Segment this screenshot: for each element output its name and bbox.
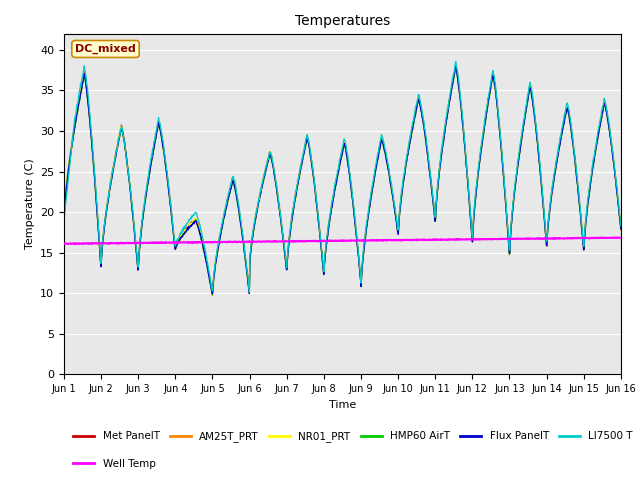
Legend: Well Temp: Well Temp xyxy=(69,455,159,473)
X-axis label: Time: Time xyxy=(329,400,356,409)
Text: DC_mixed: DC_mixed xyxy=(75,44,136,54)
Y-axis label: Temperature (C): Temperature (C) xyxy=(24,158,35,250)
Title: Temperatures: Temperatures xyxy=(295,14,390,28)
